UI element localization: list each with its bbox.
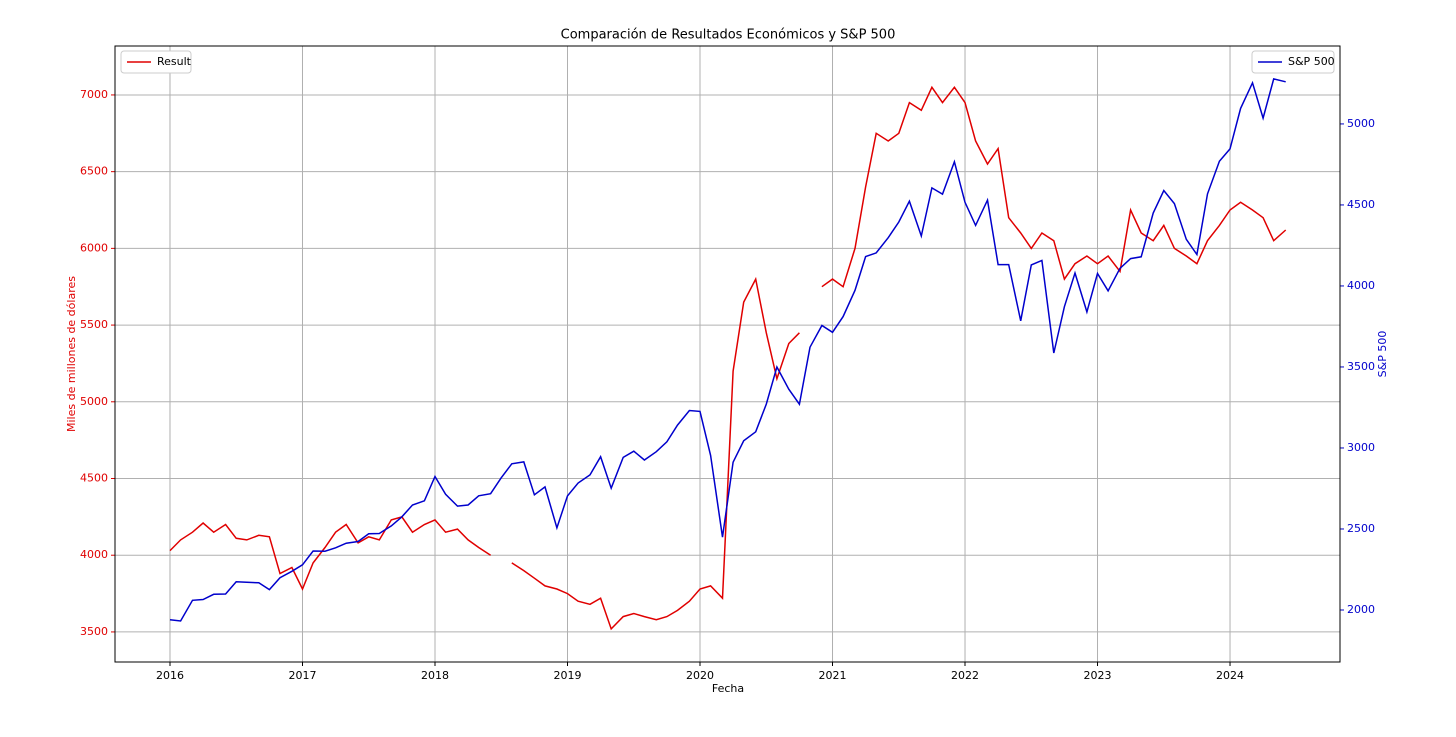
y2-tick-label: 3000 <box>1347 441 1375 454</box>
legend-box <box>1251 50 1335 74</box>
y2-axis-label: S&P 500 <box>1376 331 1389 378</box>
y2-tick-label: 4000 <box>1347 279 1375 292</box>
x-tick-label: 2024 <box>1216 669 1244 682</box>
y-tick-label: 6500 <box>80 165 108 178</box>
y-tick-label: 4500 <box>80 472 108 485</box>
y-tick-label: 5500 <box>80 318 108 331</box>
y-axis-label: Miles de millones de dólares <box>65 276 78 432</box>
chart-title: Comparación de Resultados Económicos y S… <box>561 28 896 43</box>
x-tick-label: 2020 <box>686 669 714 682</box>
x-tick-label: 2022 <box>951 669 979 682</box>
y-tick-label: 4000 <box>80 548 108 561</box>
legend-label: Result <box>157 55 192 68</box>
x-tick-label: 2019 <box>554 669 582 682</box>
x-tick-label: 2018 <box>421 669 449 682</box>
y-tick-label: 7000 <box>80 88 108 101</box>
x-axis-label: Fecha <box>712 682 744 695</box>
x-tick-label: 2016 <box>156 669 184 682</box>
y2-tick-label: 4500 <box>1347 198 1375 211</box>
y-tick-label: 3500 <box>80 625 108 638</box>
x-tick-label: 2023 <box>1084 669 1112 682</box>
line-series <box>169 77 1286 622</box>
y2-tick-label: 3500 <box>1347 360 1375 373</box>
legend-label: S&P 500 <box>1288 55 1335 68</box>
y2-tick-label: 5000 <box>1347 117 1375 130</box>
plot-frame <box>114 45 1341 663</box>
y2-tick-label: 2000 <box>1347 603 1375 616</box>
y-tick-label: 6000 <box>80 241 108 254</box>
legend-box <box>120 50 192 74</box>
y-tick-label: 5000 <box>80 395 108 408</box>
y2-tick-label: 2500 <box>1347 522 1375 535</box>
x-tick-label: 2017 <box>288 669 316 682</box>
x-tick-label: 2021 <box>819 669 847 682</box>
line-series <box>169 85 1287 631</box>
